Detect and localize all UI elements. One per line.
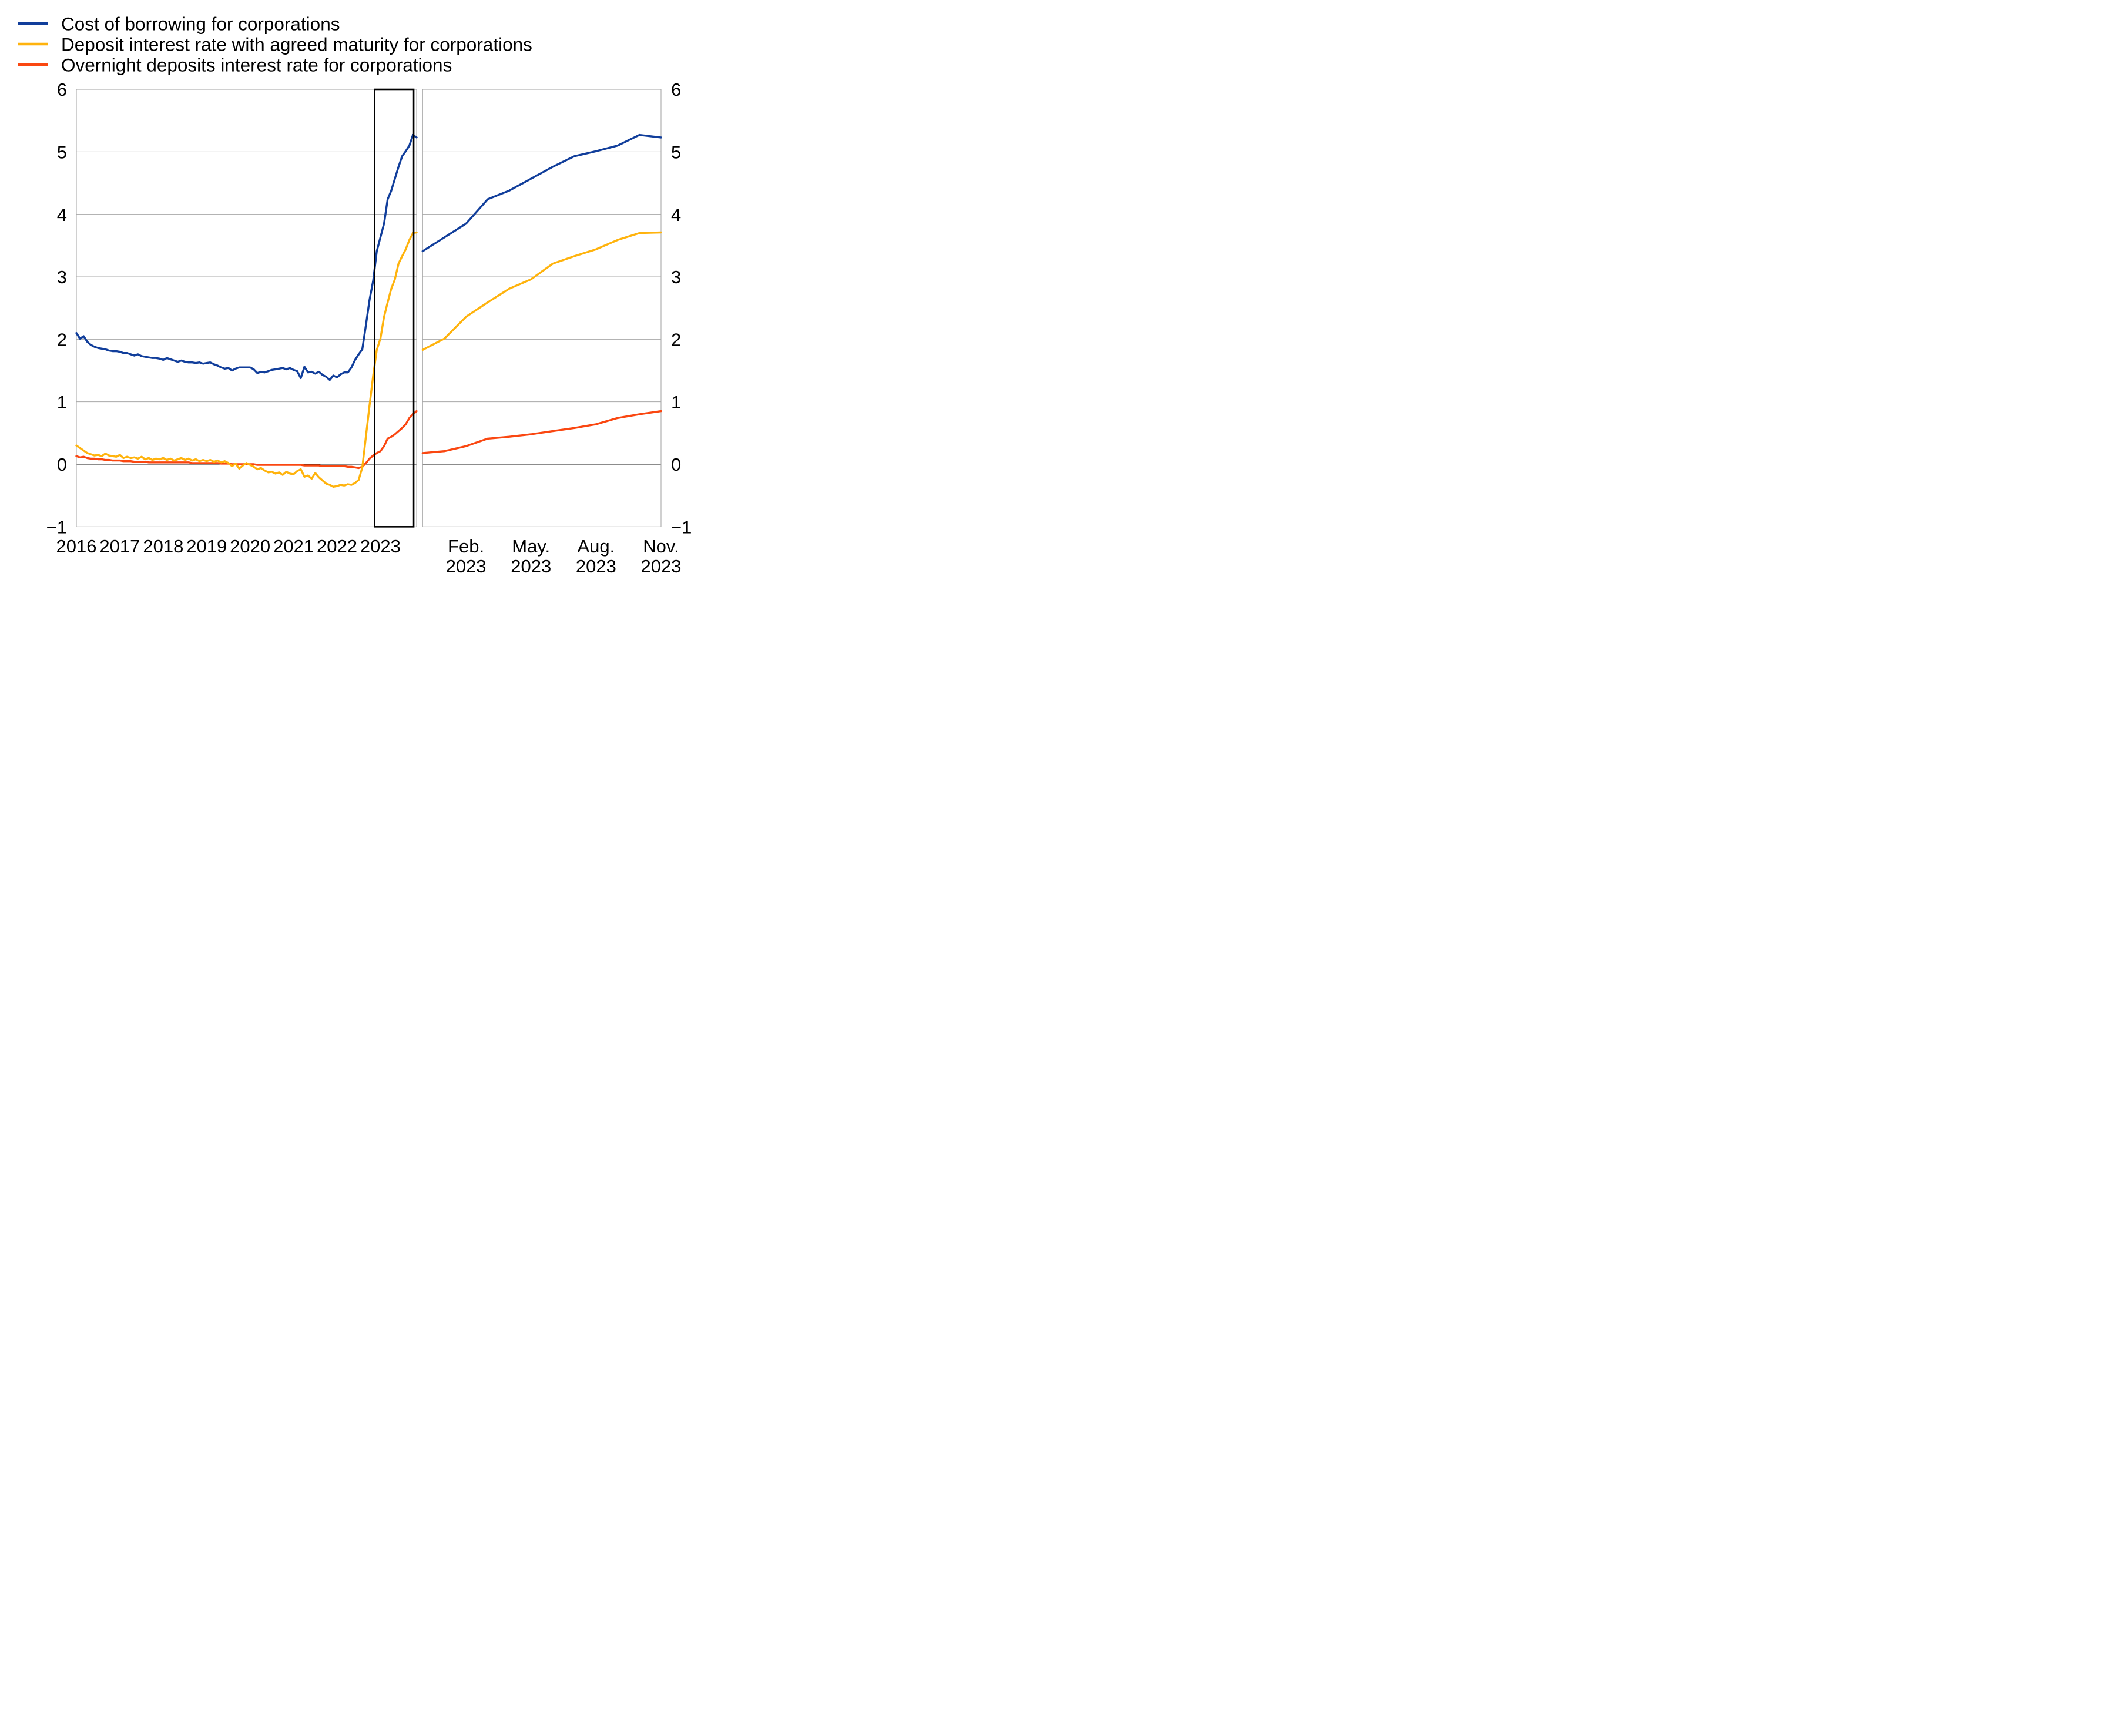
y-tick-label-left-panel-6: 6 — [57, 79, 67, 100]
y-tick-label-right-panel-3: 3 — [671, 267, 681, 287]
y-tick-label-left-panel-2: 2 — [57, 329, 67, 350]
series-line-left-panel-1 — [75, 231, 418, 488]
x-tick-label-2021: 2021 — [273, 536, 314, 557]
y-tick-label-right-panel-1: 1 — [671, 392, 681, 413]
right-panel: 6543210−1Feb.2023May.2023Aug.2023Nov.202… — [421, 79, 692, 577]
x-tick-label-2022: 2022 — [317, 536, 357, 557]
y-tick-label-left-panel-4: 4 — [57, 205, 67, 225]
legend-item-label: Deposit interest rate with agreed maturi… — [61, 33, 532, 55]
x-tick-label-Feb.: Feb. — [448, 536, 484, 557]
chart-container: 6 5 4 3 2 1 0 −1 2016 2017 2018 2019 2020 2021 2022 202… — [0, 0, 701, 579]
series-line-right-panel-1 — [421, 231, 662, 351]
y-tick-label-right-panel-6: 6 — [671, 79, 681, 100]
left-panel-frame — [76, 89, 417, 527]
x-tick-label-2016: 2016 — [56, 536, 97, 557]
x-tick-label-2020: 2020 — [230, 536, 270, 557]
series-line-left-panel-2 — [75, 410, 418, 470]
y-tick-label-right-panel-4: 4 — [671, 205, 681, 225]
legend-item: Deposit interest rate with agreed maturi… — [18, 33, 532, 55]
series-line-right-panel-2 — [421, 410, 662, 454]
legend-item: Overnight deposits interest rate for cor… — [18, 54, 452, 75]
x-tick-label-2023: 2023 — [360, 536, 401, 557]
y-tick-label-right-panel-−1: −1 — [671, 517, 692, 537]
legend-item-label: Cost of borrowing for corporations — [61, 13, 340, 34]
x-tick-label-May.: May. — [512, 536, 550, 557]
y-tick-label-left-panel-−1: −1 — [46, 517, 67, 537]
y-tick-label-right-panel-2: 2 — [671, 329, 681, 350]
legend-item-label: Overnight deposits interest rate for cor… — [61, 54, 452, 75]
legend: Cost of borrowing for corporationsDeposi… — [18, 13, 532, 75]
y-tick-label-left-panel-5: 5 — [57, 142, 67, 162]
x-tick-label-2017: 2017 — [99, 536, 140, 557]
x-tick-label-2019: 2019 — [186, 536, 227, 557]
x-tick-label-Nov.: Nov. — [643, 536, 679, 557]
series-line-right-panel-0 — [421, 133, 662, 253]
chart-background — [0, 0, 701, 579]
highlight-box — [374, 88, 415, 528]
right-panel-frame — [422, 89, 662, 527]
y-tick-label-left-panel-1: 1 — [57, 392, 67, 413]
x-tick-label-Nov.-year: 2023 — [641, 556, 682, 577]
x-tick-label-2018: 2018 — [143, 536, 183, 557]
y-tick-label-right-panel-0: 0 — [671, 454, 681, 475]
series-line-left-panel-0 — [75, 133, 418, 381]
y-tick-label-right-panel-5: 5 — [671, 142, 681, 162]
x-tick-label-Aug.-year: 2023 — [576, 556, 616, 577]
legend-item: Cost of borrowing for corporations — [18, 13, 340, 34]
x-tick-label-Aug.: Aug. — [577, 536, 615, 557]
x-tick-label-May.-year: 2023 — [511, 556, 551, 577]
y-tick-label-left-panel-0: 0 — [57, 454, 67, 475]
y-tick-label-left-panel-3: 3 — [57, 267, 67, 287]
x-tick-label-Feb.-year: 2023 — [446, 556, 487, 577]
